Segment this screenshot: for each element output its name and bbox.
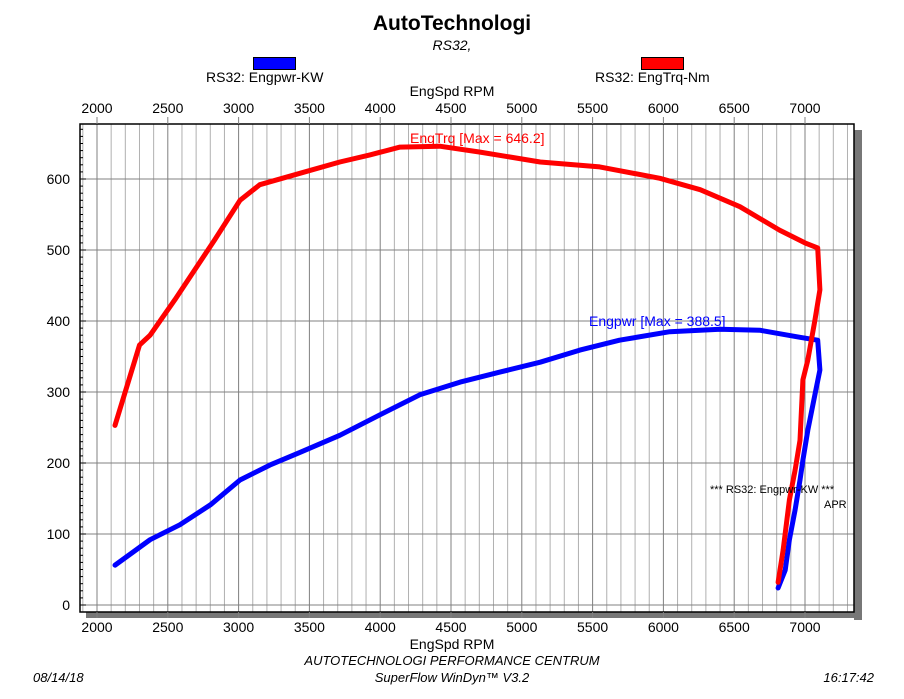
torque-curve — [112, 143, 823, 585]
x-tick-label-bottom: 7000 — [789, 619, 820, 635]
x-tick-label-top: 7000 — [789, 100, 820, 116]
footer-software: SuperFlow WinDyn™ V3.2 — [374, 670, 530, 685]
x-tick-label-bottom: 6000 — [648, 619, 679, 635]
y-tick-label: 300 — [47, 384, 71, 400]
legend-label-power: RS32: Engpwr-KW — [206, 69, 324, 85]
x-tick-label-top: 6500 — [719, 100, 750, 116]
torque-max-label: EngTrq [Max = 646.2] — [410, 130, 545, 146]
footer-company: AUTOTECHNOLOGI PERFORMANCE CENTRUM — [304, 653, 600, 668]
plot-frame — [79, 123, 855, 613]
y-tick-label: 400 — [47, 313, 71, 329]
x-axis-label-bottom: EngSpd RPM — [409, 636, 495, 652]
chart-title: AutoTechnologi — [372, 12, 532, 35]
x-tick-label-bottom: 2000 — [81, 619, 112, 635]
x-axis-label-top: EngSpd RPM — [409, 83, 495, 99]
frame-shadow-bottom — [86, 612, 862, 618]
x-tick-label-top: 6000 — [648, 100, 679, 116]
footer-date: 08/14/18 — [33, 670, 84, 685]
legend-label-torque: RS32: EngTrq-Nm — [595, 69, 710, 85]
power-max-label: Engpwr [Max = 388.5] — [589, 313, 726, 329]
legend-swatch-torque — [641, 57, 684, 70]
x-tick-label-top: 2500 — [152, 100, 183, 116]
x-tick-label-top: 3500 — [294, 100, 325, 116]
annotation-run: *** RS32: Engpwr-KW *** — [710, 484, 835, 496]
x-tick-label-bottom: 3000 — [223, 619, 254, 635]
x-tick-label-bottom: 4500 — [435, 619, 466, 635]
legend-swatch-power — [253, 57, 296, 70]
footer-time: 16:17:42 — [823, 670, 874, 685]
x-tick-label-top: 5000 — [506, 100, 537, 116]
x-tick-label-top: 4000 — [365, 100, 396, 116]
annotation-apr: APR — [824, 499, 847, 511]
x-tick-label-bottom: 5500 — [577, 619, 608, 635]
x-tick-label-bottom: 5000 — [506, 619, 537, 635]
x-tick-label-bottom: 4000 — [365, 619, 396, 635]
x-tick-label-bottom: 6500 — [719, 619, 750, 635]
y-tick-label: 600 — [47, 171, 71, 187]
x-tick-label-bottom: 2500 — [152, 619, 183, 635]
x-tick-label-top: 4500 — [435, 100, 466, 116]
frame-shadow-right — [854, 130, 862, 620]
x-tick-label-top: 3000 — [223, 100, 254, 116]
x-tick-label-top: 5500 — [577, 100, 608, 116]
y-tick-label: 100 — [47, 526, 71, 542]
power-curve — [112, 326, 823, 591]
y-tick-label: 0 — [62, 597, 70, 613]
x-tick-label-bottom: 3500 — [294, 619, 325, 635]
y-tick-label: 500 — [47, 242, 71, 258]
x-tick-label-top: 2000 — [81, 100, 112, 116]
chart-subtitle: RS32, — [432, 37, 472, 53]
y-tick-label: 200 — [47, 455, 71, 471]
plot-background — [80, 124, 854, 612]
